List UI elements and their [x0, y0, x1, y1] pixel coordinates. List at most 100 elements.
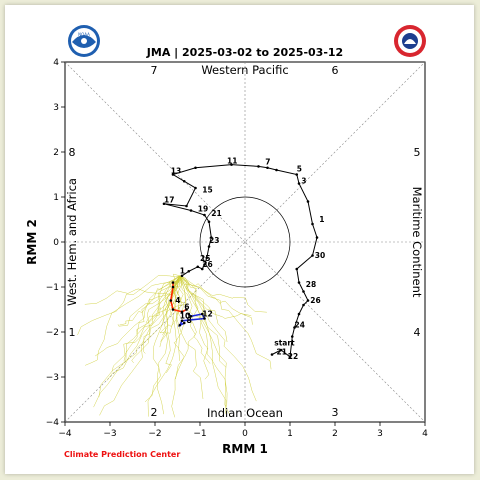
observed-day-label: 3 [301, 177, 306, 186]
observed-point [205, 256, 209, 260]
observed-day-label: 26 [202, 260, 212, 269]
forecast-tracks: 46 12 108 [169, 281, 213, 328]
forecast-red-point [169, 299, 173, 302]
observed-point [270, 353, 274, 356]
forecast-red-point [171, 281, 175, 284]
ensemble-member-line [85, 275, 181, 366]
ensemble-member-line [173, 275, 185, 361]
ensemble-member-line [179, 275, 231, 416]
phase-2: 2 [151, 406, 158, 419]
y-tick-label: −3 [46, 373, 59, 383]
observed-day-label: 11 [227, 156, 237, 165]
observed-point [189, 209, 193, 212]
forecast-blue-point [187, 312, 191, 316]
y-tick-label: −1 [46, 283, 59, 293]
observed-point [162, 202, 166, 206]
ensemble-members [77, 273, 272, 418]
x-tick-label: 0 [242, 429, 248, 439]
forecast-day-label: 10 [180, 312, 190, 321]
observed-point [185, 204, 188, 208]
x-tick-label: −3 [103, 429, 116, 439]
region-top: Western Pacific [201, 63, 288, 77]
observed-point [297, 281, 301, 284]
ensemble-member-line [152, 275, 181, 415]
observed-point [311, 254, 314, 257]
ensemble-member-line [145, 275, 181, 324]
observed-point [302, 303, 305, 307]
observed-day-label: start [274, 339, 295, 348]
x-axis-label: RMM 1 [222, 442, 268, 456]
nws-logo [394, 25, 426, 57]
phase-3: 3 [332, 406, 339, 419]
ensemble-member-line [172, 275, 184, 315]
observed-day-label: 15 [202, 186, 212, 195]
observed-point [266, 166, 269, 170]
forecast-day-label: 4 [175, 296, 180, 305]
ensemble-member-line [117, 275, 181, 327]
observed-point [196, 265, 200, 269]
observed-point [203, 263, 206, 266]
observed-point [290, 335, 294, 338]
ensemble-member-line [179, 275, 228, 407]
observed-point [315, 236, 319, 239]
ensemble-member-line [171, 275, 185, 418]
ensemble-member-line [131, 275, 181, 364]
ensemble-member-line [165, 275, 181, 374]
observed-day-label: 1 [180, 267, 185, 276]
ensemble-member-line [179, 275, 228, 343]
ensemble-member-line [179, 275, 272, 370]
observed-day-label: 13 [171, 167, 181, 176]
x-tick-label: −2 [148, 429, 161, 439]
observed-day-label: 21 [211, 209, 221, 218]
observed-point [171, 173, 175, 176]
ensemble-member-line [176, 275, 204, 400]
phase-4: 4 [414, 326, 421, 339]
region-bottom: Indian Ocean [207, 406, 283, 420]
y-tick-label: 1 [53, 193, 59, 203]
observed-point [275, 168, 278, 172]
ensemble-member-line [98, 275, 181, 397]
observed-point [180, 274, 184, 278]
observed-day-label: 22 [288, 352, 298, 361]
observed-point [293, 326, 296, 329]
forecast-blue-point [178, 323, 182, 327]
phase-7: 7 [151, 64, 158, 77]
ensemble-member-line [147, 275, 181, 417]
y-axis-label: RMM 2 [25, 219, 39, 265]
x-tick-label: 1 [287, 429, 293, 439]
observed-point [306, 200, 310, 203]
observed-point [209, 236, 213, 239]
observed-point [194, 186, 197, 190]
x-tick-label: 4 [422, 429, 428, 439]
forecast-blue-point [189, 314, 193, 318]
forecast-blue-point [182, 321, 186, 325]
x-tick-label: −1 [193, 429, 206, 439]
observed-point [295, 173, 299, 176]
observed-day-label: 19 [198, 204, 208, 213]
ensemble-member-line [179, 275, 257, 402]
y-tick-label: 2 [53, 148, 59, 158]
ensemble-member-line [179, 275, 211, 364]
observed-point [230, 163, 233, 166]
ensemble-member-line [119, 275, 180, 326]
observed-point [302, 290, 305, 293]
phase-5: 5 [414, 146, 421, 159]
observed-day-label: 26 [310, 296, 320, 305]
observed-day-label: 5 [297, 164, 302, 173]
observed-day-label: 24 [295, 321, 305, 330]
observed-point [311, 222, 314, 226]
ensemble-member-line [136, 275, 181, 334]
unit-circle [199, 196, 291, 288]
ensemble-member-line [111, 275, 180, 372]
y-tick-label: −2 [46, 328, 59, 338]
x-tick-label: 3 [377, 429, 383, 439]
forecast-blue-point [200, 312, 204, 316]
observed-point [279, 348, 283, 352]
forecast-red-point [185, 308, 188, 311]
observed-day-label: 23 [209, 236, 219, 245]
forecast-blue-point [203, 317, 206, 320]
observed-day-label: 30 [315, 251, 325, 260]
observed-point [295, 267, 299, 271]
